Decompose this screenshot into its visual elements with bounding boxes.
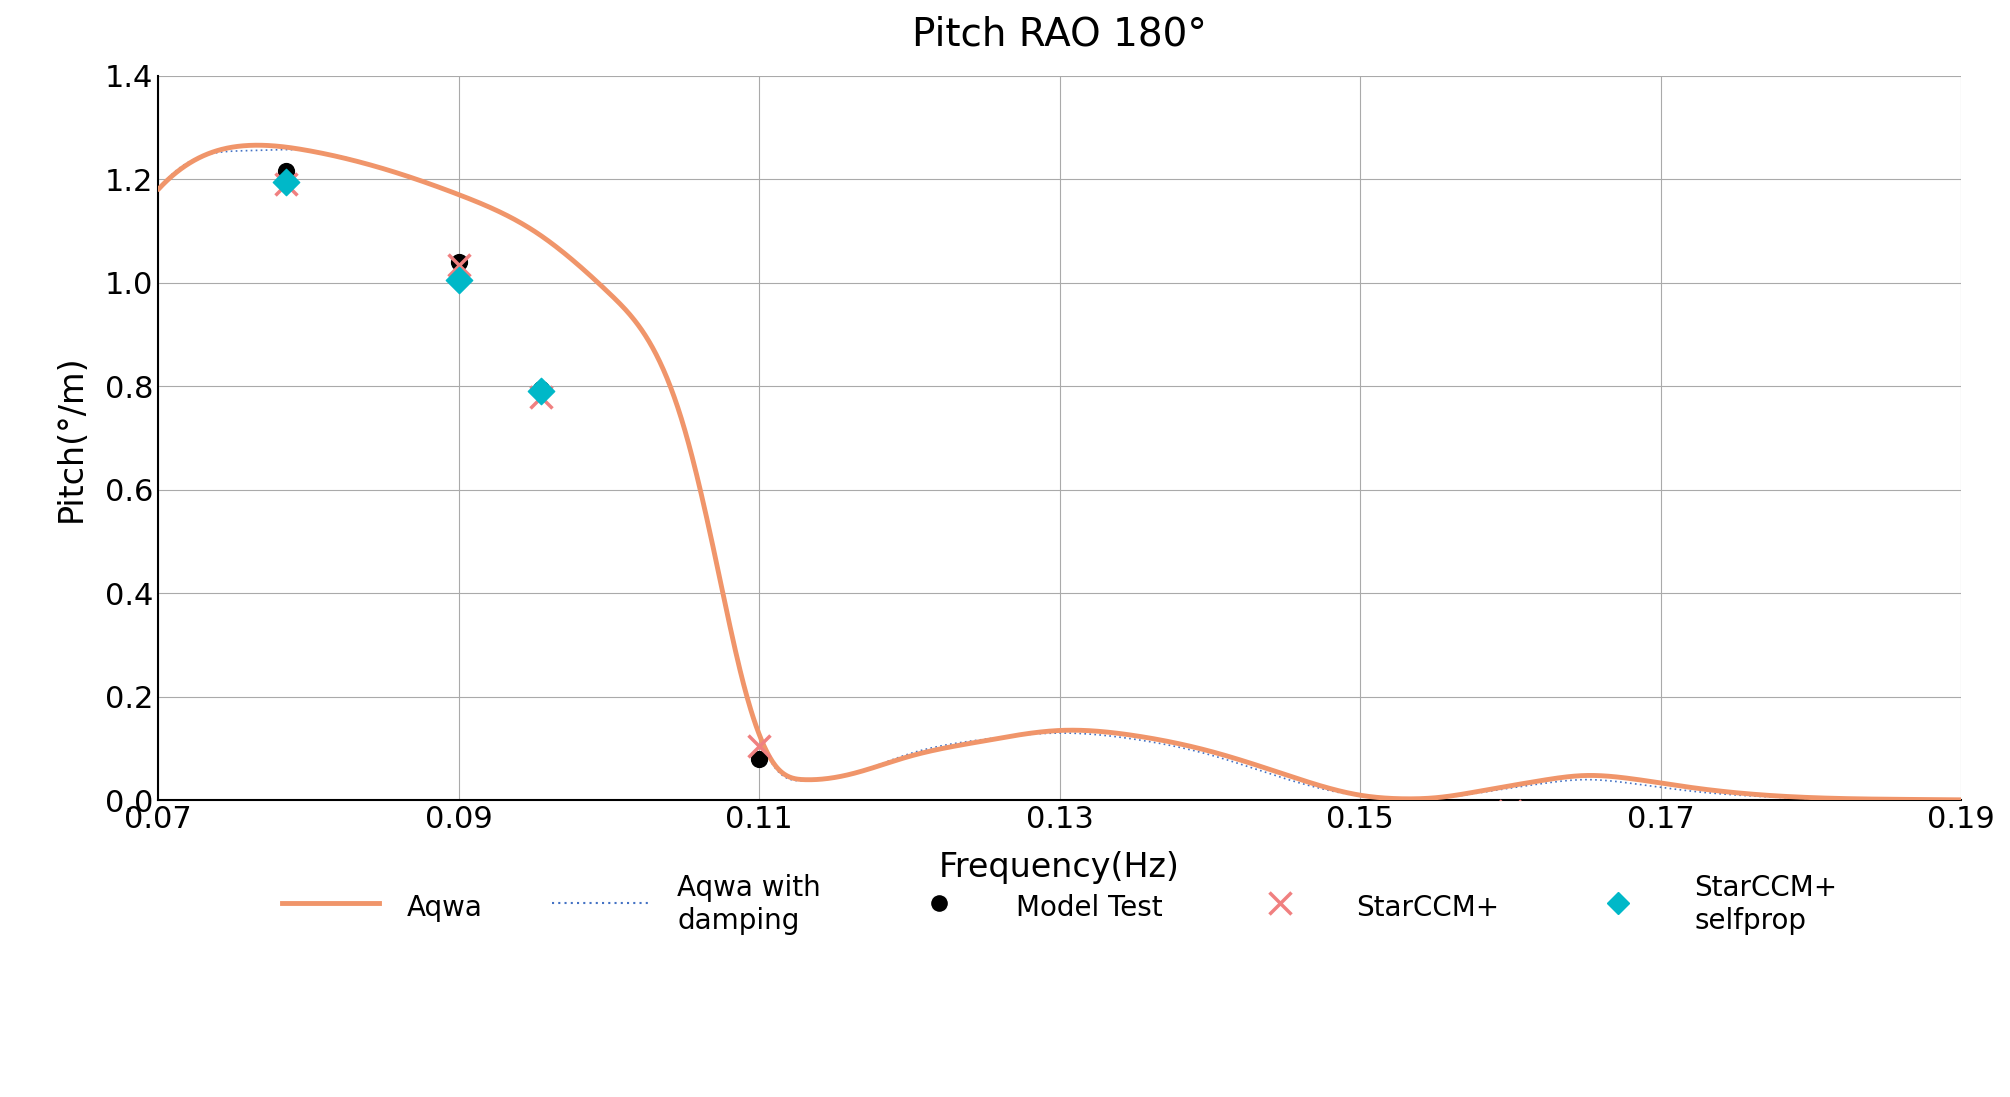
Point (1493, 802, 1526, 819)
X-axis label: Frequency(Hz): Frequency(Hz) (939, 851, 1180, 884)
Point (744, 737, 776, 755)
Title: Pitch RAO 180°: Pitch RAO 180° (913, 15, 1208, 53)
Point (525, 387, 557, 405)
Point (525, 383, 557, 400)
Point (525, 380, 557, 397)
Point (269, 176, 302, 193)
Point (269, 173, 302, 191)
Point (442, 256, 474, 273)
Point (442, 253, 474, 271)
Point (744, 750, 776, 768)
Point (442, 271, 474, 289)
Legend: Aqwa, Aqwa with
damping, Model Test, StarCCM+, StarCCM+
selfprop: Aqwa, Aqwa with damping, Model Test, Sta… (271, 863, 1849, 946)
Point (269, 162, 302, 180)
Y-axis label: Pitch(°/m): Pitch(°/m) (54, 354, 88, 522)
